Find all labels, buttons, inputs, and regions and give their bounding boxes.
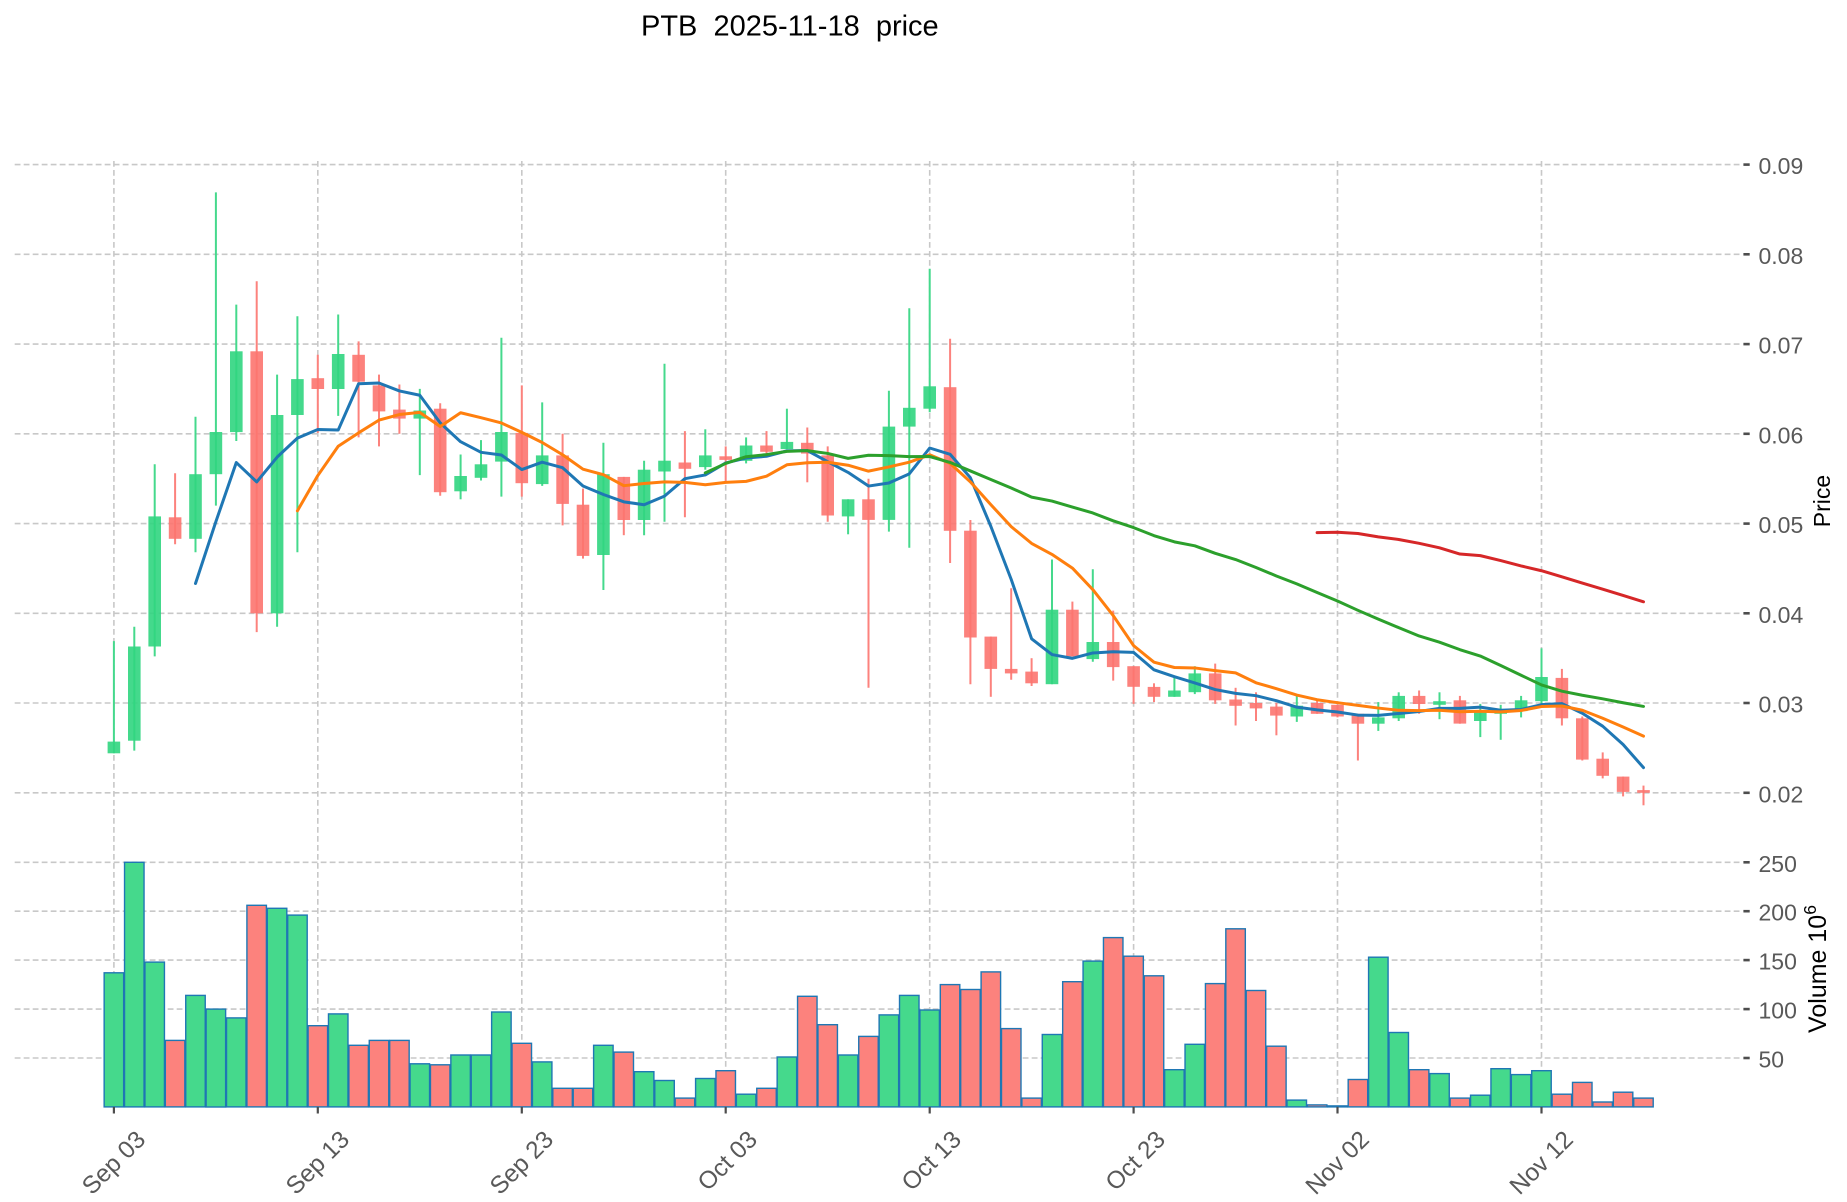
svg-text:0.02: 0.02	[1759, 781, 1804, 807]
svg-text:0.06: 0.06	[1759, 422, 1804, 448]
svg-text:0.05: 0.05	[1759, 512, 1804, 538]
svg-text:50: 50	[1759, 1047, 1785, 1073]
svg-text:100: 100	[1759, 998, 1797, 1024]
svg-text:250: 250	[1759, 851, 1797, 877]
svg-text:0.07: 0.07	[1759, 333, 1804, 359]
svg-text:0.04: 0.04	[1759, 602, 1804, 628]
svg-text:Volume 106: Volume 106	[1800, 905, 1832, 1033]
svg-text:200: 200	[1759, 900, 1797, 926]
svg-text:PTB 2025-11-18 price: PTB 2025-11-18 price	[641, 11, 939, 43]
svg-text:0.03: 0.03	[1759, 692, 1804, 718]
svg-text:0.08: 0.08	[1759, 243, 1804, 269]
svg-text:150: 150	[1759, 949, 1797, 975]
svg-text:0.09: 0.09	[1759, 153, 1804, 179]
svg-text:Price: Price	[1809, 475, 1835, 527]
